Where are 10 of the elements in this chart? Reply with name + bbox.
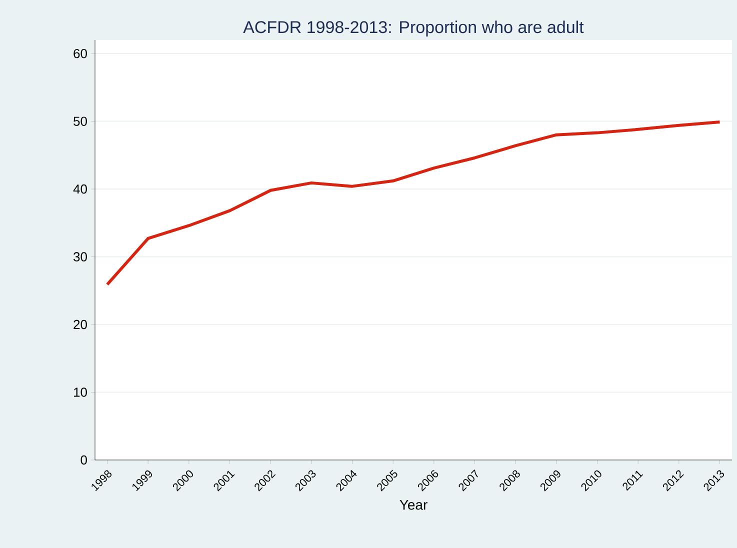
chart-title: ACFDR 1998-2013: Proportion who are adult	[243, 20, 584, 37]
y-tick-label: 0	[80, 455, 87, 465]
x-axis-title: Year	[400, 500, 428, 510]
y-tick-label: 20	[74, 320, 87, 330]
y-tick-label: 60	[74, 48, 87, 58]
y-tick-label: 50	[74, 116, 87, 126]
y-tick-label: 30	[74, 252, 87, 262]
line-series	[106, 120, 722, 286]
y-tick-label: 40	[73, 184, 87, 194]
y-tick-label: 10	[74, 388, 87, 397]
